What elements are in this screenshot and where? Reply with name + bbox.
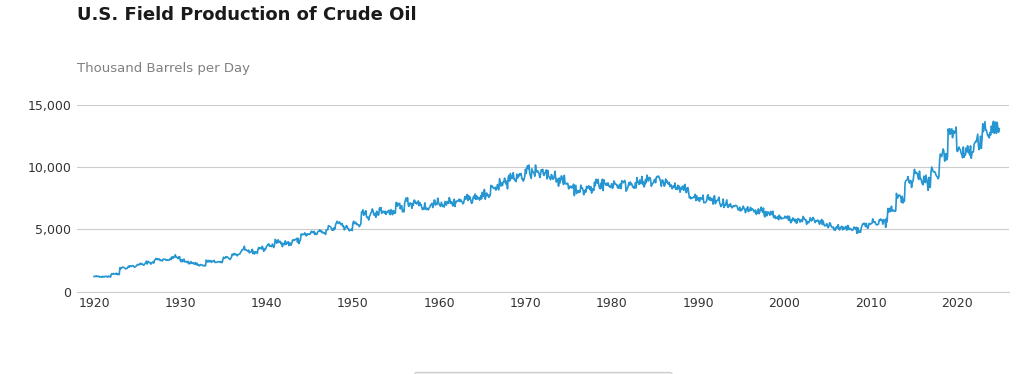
U.S. Field Production of Crude Oil bbox=[728, 204, 740, 209]
U.S. Field Production of Crude Oil bbox=[818, 222, 830, 226]
U.S. Field Production of Crude Oil bbox=[708, 194, 720, 199]
Text: Thousand Barrels per Day: Thousand Barrels per Day bbox=[77, 62, 250, 75]
U.S. Field Production of Crude Oil bbox=[222, 256, 234, 260]
U.S. Field Production of Crude Oil bbox=[88, 274, 100, 279]
Line: U.S. Field Production of Crude Oil: U.S. Field Production of Crude Oil bbox=[94, 121, 999, 277]
U.S. Field Production of Crude Oil bbox=[309, 231, 322, 235]
U.S. Field Production of Crude Oil bbox=[987, 119, 999, 123]
Text: U.S. Field Production of Crude Oil: U.S. Field Production of Crude Oil bbox=[77, 6, 417, 24]
U.S. Field Production of Crude Oil bbox=[571, 189, 584, 193]
Legend: U.S. Field Production of Crude Oil: U.S. Field Production of Crude Oil bbox=[414, 372, 672, 374]
U.S. Field Production of Crude Oil bbox=[93, 275, 105, 279]
U.S. Field Production of Crude Oil bbox=[993, 126, 1006, 131]
